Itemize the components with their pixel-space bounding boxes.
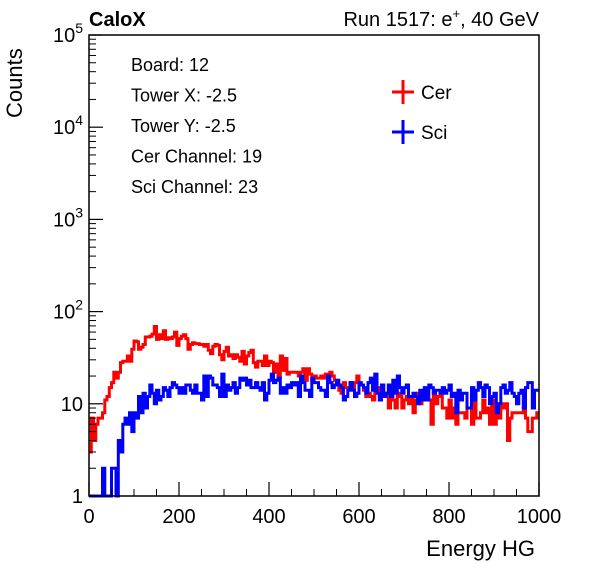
y-tick-exponent: 5 [75, 20, 83, 36]
info-line-0: Board: 12 [131, 55, 209, 75]
x-tick-label: 200 [162, 506, 195, 528]
y-tick-exponent: 4 [75, 112, 83, 128]
y-tick-label: 105 [53, 20, 83, 47]
series-sci-histogram [89, 372, 539, 498]
header-right-sup: + [452, 6, 460, 21]
legend-label-cer: Cer [421, 83, 452, 104]
y-tick-base: 10 [53, 25, 75, 47]
y-tick-base: 10 [61, 394, 83, 416]
y-tick-label: 10 [61, 394, 83, 416]
y-tick-label: 1 [72, 486, 83, 508]
legend-label-sci: Sci [421, 123, 447, 144]
header-right-pre: Run 1517: e [343, 9, 452, 31]
y-tick-label: 102 [53, 297, 83, 324]
info-line-2: Tower Y: -2.5 [131, 116, 236, 136]
header-right-post: , 40 GeV [460, 9, 540, 31]
x-axis-label: Energy HG [426, 536, 535, 561]
header-left: CaloX [89, 9, 146, 31]
info-line-4: Sci Channel: 23 [131, 177, 258, 197]
legend: Cer Sci [392, 80, 452, 144]
y-tick-base: 10 [53, 117, 75, 139]
plot-area [89, 325, 539, 498]
y-tick-label: 103 [53, 204, 83, 231]
y-axis-label: Counts [2, 48, 27, 118]
info-box: Board: 12 Tower X: -2.5 Tower Y: -2.5 Cer C… [117, 44, 360, 198]
x-tick-label: 0 [83, 506, 94, 528]
x-tick-label: 600 [342, 506, 375, 528]
x-tick-label: 400 [252, 506, 285, 528]
info-line-1: Tower X: -2.5 [131, 86, 237, 106]
y-tick-exponent: 3 [75, 204, 83, 220]
y-tick-label: 104 [53, 112, 83, 139]
header-right: Run 1517: e+, 40 GeV [343, 6, 539, 31]
y-tick-base: 10 [53, 302, 75, 324]
x-tick-label: 800 [432, 506, 465, 528]
y-tick-base: 10 [53, 209, 75, 231]
info-box-background [117, 44, 360, 198]
y-tick-base: 1 [72, 486, 83, 508]
series-cer-histogram [89, 325, 539, 454]
info-line-3: Cer Channel: 19 [131, 147, 262, 167]
y-tick-exponent: 2 [75, 297, 83, 313]
x-tick-label: 1000 [517, 506, 562, 528]
